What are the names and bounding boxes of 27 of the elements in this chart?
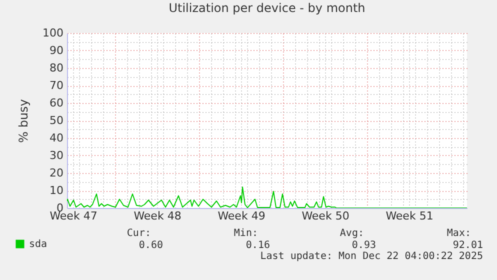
y-tick-label: 50 [50, 114, 64, 127]
y-tick-label: 20 [50, 166, 64, 180]
y-tick-label: 70 [50, 79, 64, 92]
x-tick-label: Week 49 [218, 210, 266, 222]
text: Cur: [126, 228, 151, 239]
y-axis-title: % busy [16, 99, 31, 143]
text: Avg: [340, 228, 364, 239]
x-tick-label: Week 51 [386, 210, 434, 222]
y-tick-label: 90 [50, 44, 64, 57]
legend-label: sda [29, 239, 48, 250]
x-tick-label: Week 47 [50, 210, 98, 222]
text: 0.93 [352, 240, 376, 251]
text: Max: [446, 228, 471, 239]
y-tick-label: 100 [42, 26, 64, 40]
chart-title: Utilization per device - by month [168, 1, 366, 15]
y-tick-label: 80 [50, 62, 64, 74]
x-tick-label: Week 50 [302, 210, 350, 222]
text: Min: [234, 228, 258, 239]
y-tick-label: 10 [50, 184, 64, 197]
text: 92.01 [452, 240, 483, 251]
text: 0.60 [138, 240, 163, 251]
y-tick-label: 30 [50, 149, 64, 162]
text: 0.16 [246, 240, 270, 251]
text: Last update: Mon Dec 22 04:00:22 2025 [260, 251, 483, 262]
y-tick-label: 60 [50, 96, 64, 110]
x-tick-label: Week 48 [134, 210, 182, 222]
y-tick-label: 40 [50, 132, 64, 144]
